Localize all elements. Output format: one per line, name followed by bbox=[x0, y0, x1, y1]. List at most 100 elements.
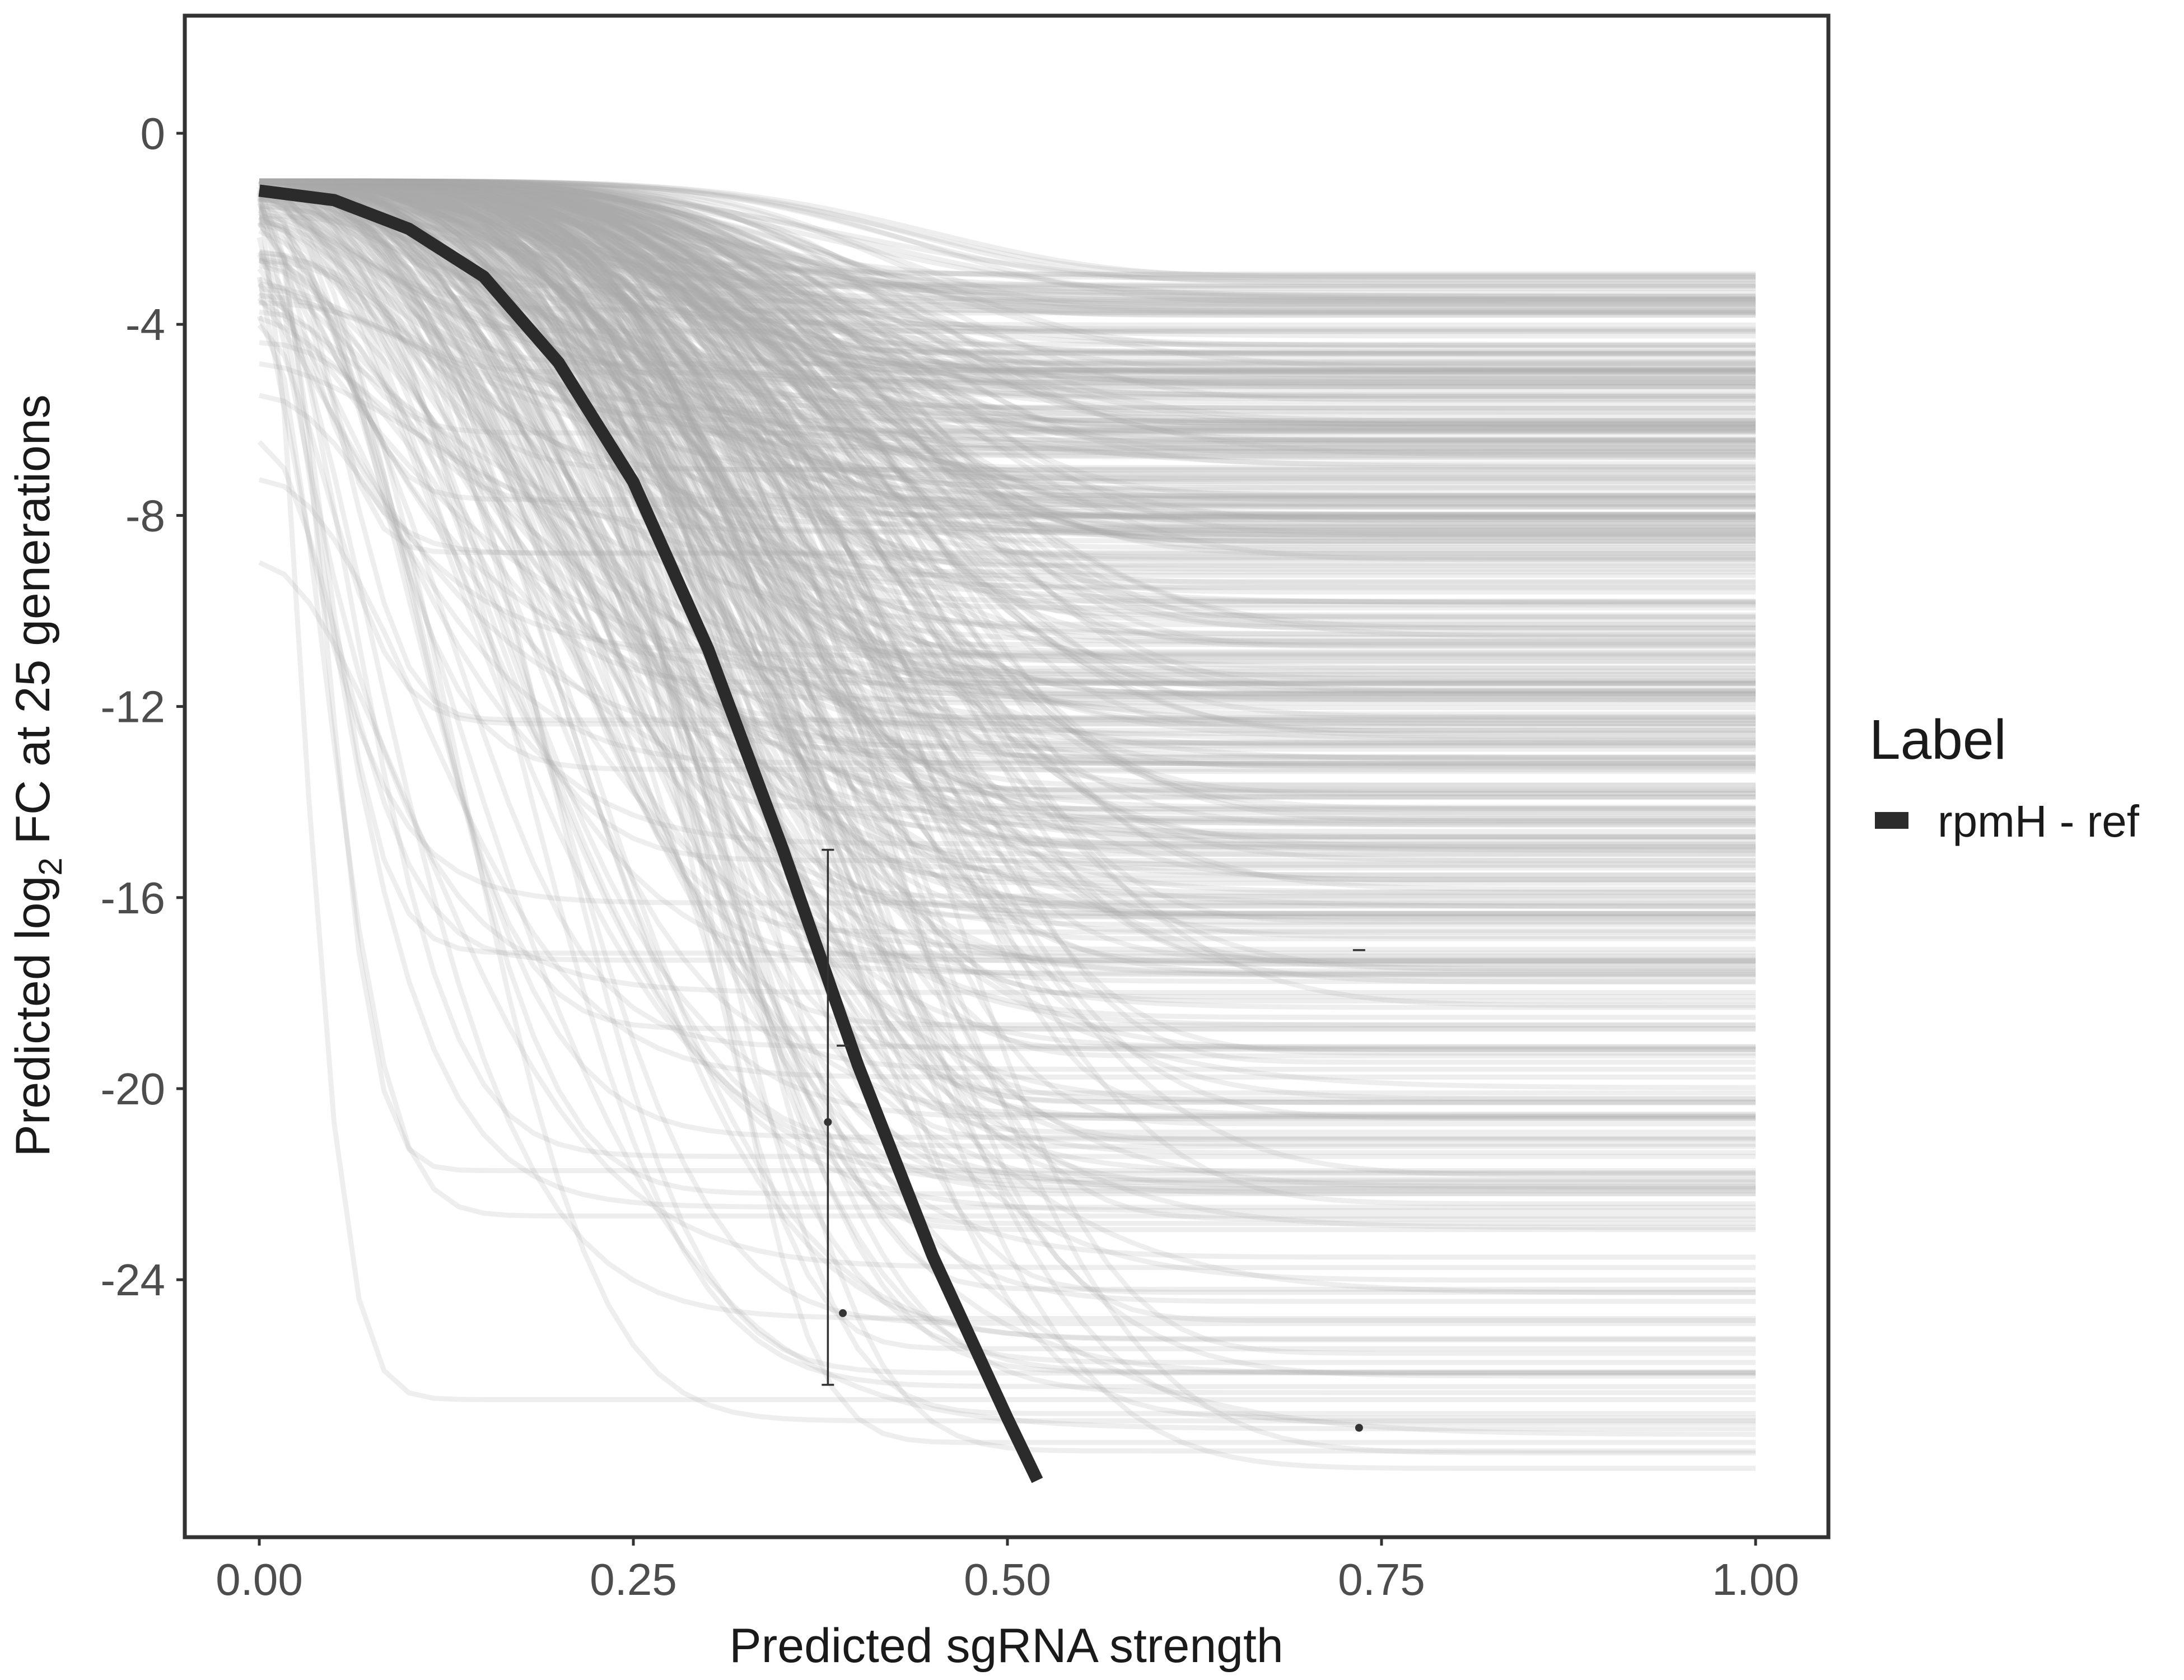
posterior-draw-curve bbox=[258, 189, 1756, 1214]
posterior-draw-curve bbox=[259, 178, 1756, 796]
posterior-draw-curve bbox=[258, 181, 1756, 500]
posterior-draw-curve bbox=[259, 178, 1756, 590]
posterior-draw-curve bbox=[259, 178, 1756, 432]
posterior-draw-curve bbox=[259, 178, 1756, 451]
posterior-draw-curve bbox=[258, 477, 1756, 1080]
posterior-draw-curve bbox=[259, 178, 1756, 365]
posterior-draw-curve bbox=[259, 189, 1756, 366]
posterior-draw-curve bbox=[259, 178, 1756, 375]
posterior-draw-curve bbox=[259, 178, 1756, 721]
posterior-draw-curve bbox=[259, 178, 1756, 422]
posterior-draw-curve bbox=[259, 178, 1756, 664]
posterior-draw-curve bbox=[259, 178, 1756, 365]
posterior-draw-curve bbox=[259, 178, 1756, 939]
posterior-draw-curve bbox=[259, 178, 1756, 928]
posterior-draw-curve bbox=[259, 178, 1756, 517]
posterior-draw-curve bbox=[259, 178, 1756, 657]
posterior-draw-curve bbox=[259, 178, 1756, 810]
posterior-draw-curve bbox=[258, 215, 1756, 910]
posterior-draw-curve bbox=[259, 178, 1756, 797]
posterior-draw-curve bbox=[259, 178, 1756, 1207]
posterior-draw-curve bbox=[259, 178, 1756, 920]
posterior-draw-curve bbox=[259, 178, 1756, 454]
posterior-draw-curve bbox=[259, 178, 1756, 1189]
posterior-draw-curve bbox=[259, 178, 1756, 379]
posterior-draw-curve bbox=[259, 178, 1756, 674]
posterior-draw-curve bbox=[259, 178, 1756, 291]
posterior-draw-curve bbox=[259, 178, 1756, 641]
posterior-draw-curve bbox=[259, 178, 1756, 811]
posterior-draw-curve bbox=[259, 178, 1756, 411]
posterior-draw-curve bbox=[258, 192, 1756, 1184]
posterior-draw-curve bbox=[259, 178, 1756, 347]
posterior-draw-curve bbox=[259, 178, 1756, 426]
posterior-draw-curve bbox=[259, 178, 1756, 434]
posterior-draw-curve bbox=[259, 178, 1756, 526]
posterior-draw-curve bbox=[259, 178, 1756, 458]
posterior-draw-curve bbox=[259, 178, 1756, 871]
posterior-draw-curve bbox=[259, 255, 1756, 1197]
posterior-draw-curve bbox=[259, 258, 1756, 656]
posterior-draw-curve bbox=[259, 178, 1756, 560]
posterior-draw-curve bbox=[259, 178, 1756, 840]
posterior-draw-curve bbox=[259, 178, 1756, 1142]
posterior-draw-curve bbox=[259, 185, 1756, 300]
posterior-draw-curve bbox=[259, 178, 1756, 1356]
posterior-draw-curve bbox=[259, 178, 1756, 428]
posterior-draw-curve bbox=[259, 178, 1756, 746]
posterior-draw-curve bbox=[259, 178, 1756, 605]
posterior-draw-curve bbox=[257, 267, 1756, 1321]
posterior-draw-curve bbox=[259, 178, 1756, 726]
posterior-draw-curve bbox=[259, 178, 1756, 924]
posterior-draw-curve bbox=[259, 178, 1756, 550]
posterior-draw-curve bbox=[259, 178, 1756, 934]
posterior-draw-curve bbox=[259, 178, 1756, 454]
posterior-draw-curve bbox=[259, 178, 1756, 1127]
posterior-draw-curve bbox=[259, 178, 1756, 608]
posterior-draw-curve bbox=[259, 178, 1756, 584]
posterior-draw-curve bbox=[259, 178, 1756, 610]
posterior-draw-curve bbox=[258, 208, 1756, 417]
posterior-draw-curve bbox=[259, 181, 1756, 451]
posterior-draw-curve bbox=[259, 178, 1756, 370]
posterior-draw-curve bbox=[259, 178, 1756, 984]
posterior-draw-curve bbox=[259, 178, 1756, 399]
posterior-draw-curve bbox=[258, 193, 1756, 702]
posterior-draw-curve bbox=[259, 178, 1756, 733]
legend-key-rpmh-ref bbox=[1875, 812, 1908, 829]
posterior-draw-curve bbox=[257, 196, 1756, 556]
posterior-draw-curve bbox=[259, 178, 1756, 1010]
posterior-draw-curve bbox=[259, 178, 1756, 1176]
posterior-draw-curve bbox=[259, 178, 1756, 1155]
posterior-draw-curve bbox=[259, 178, 1756, 446]
posterior-draw-curve bbox=[259, 178, 1756, 277]
x-tick-label: 0.50 bbox=[964, 1555, 1051, 1604]
y-axis-title: Predicted log2 FC at 25 generations bbox=[6, 394, 69, 1156]
posterior-draw-curve bbox=[259, 193, 1756, 315]
posterior-draw-curve bbox=[259, 178, 1756, 985]
posterior-draw-curve bbox=[259, 178, 1756, 850]
posterior-draw-curve bbox=[259, 178, 1756, 767]
posterior-draw-curve bbox=[259, 178, 1756, 764]
posterior-draw-curve bbox=[259, 178, 1756, 729]
posterior-draw-curve bbox=[259, 178, 1756, 280]
posterior-draw-curve bbox=[259, 178, 1756, 883]
posterior-draw-curve bbox=[256, 276, 1756, 906]
posterior-draw-curve bbox=[259, 178, 1756, 381]
posterior-draw-curve bbox=[258, 181, 1756, 976]
posterior-draw-curve bbox=[259, 178, 1756, 622]
legend: Label rpmH - ref bbox=[1869, 708, 2140, 846]
posterior-draw-curve bbox=[259, 178, 1756, 839]
posterior-draw-curve bbox=[259, 178, 1756, 299]
posterior-draw-curve bbox=[259, 178, 1756, 823]
posterior-draw-curve bbox=[259, 178, 1756, 799]
posterior-draw-curve bbox=[258, 258, 1756, 723]
posterior-draw-curve bbox=[259, 178, 1756, 374]
posterior-draw-curve bbox=[258, 197, 1756, 1032]
posterior-draw-curve bbox=[259, 178, 1756, 1028]
posterior-draw-curve bbox=[258, 192, 1756, 423]
posterior-draw-curve bbox=[259, 178, 1756, 916]
posterior-draw-curve bbox=[259, 195, 1756, 445]
posterior-draw-curve bbox=[259, 178, 1756, 533]
y-tick-label: -8 bbox=[125, 491, 165, 540]
